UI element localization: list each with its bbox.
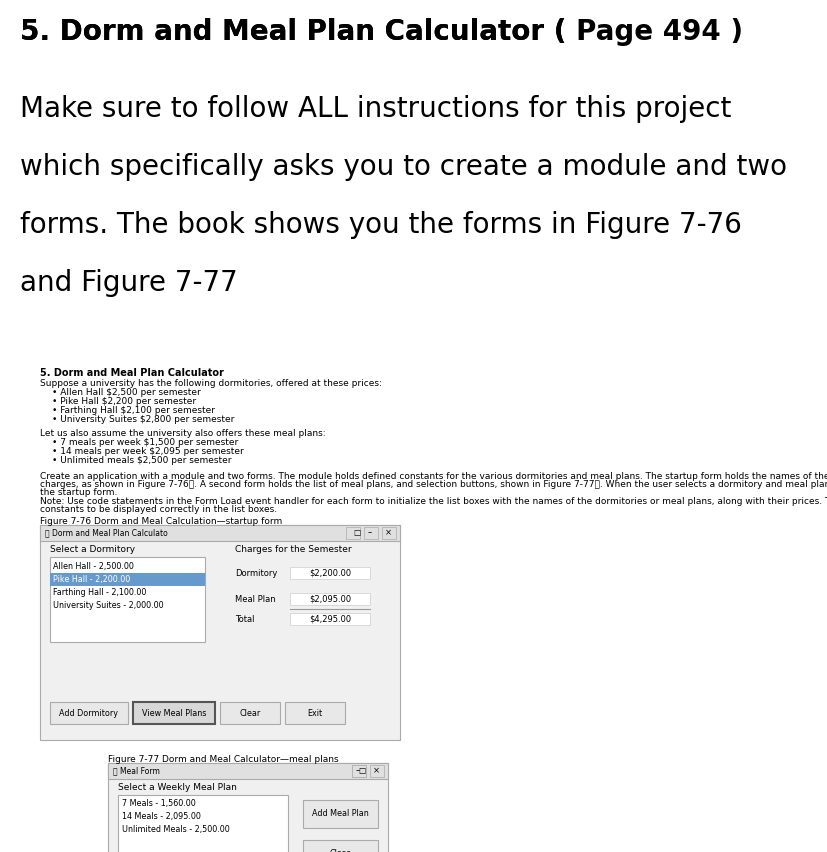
- Text: • 14 meals per week $2,095 per semester: • 14 meals per week $2,095 per semester: [52, 447, 243, 456]
- Bar: [351, 765, 366, 777]
- Text: 5. Dorm and Meal Plan Calculator: 5. Dorm and Meal Plan Calculator: [40, 368, 223, 378]
- Text: $2,200.00: $2,200.00: [308, 568, 351, 578]
- Bar: [303, 840, 378, 852]
- Text: • University Suites $2,800 per semester: • University Suites $2,800 per semester: [52, 415, 234, 424]
- Text: • 7 meals per week $1,500 per semester: • 7 meals per week $1,500 per semester: [52, 438, 238, 447]
- Text: $4,295.00: $4,295.00: [308, 614, 351, 624]
- Text: $2,095.00: $2,095.00: [308, 595, 351, 603]
- Text: 5. Dorm and Meal Plan Calculator ( Page 494 ): 5. Dorm and Meal Plan Calculator ( Page …: [20, 18, 742, 46]
- Bar: [220, 702, 280, 724]
- Bar: [303, 800, 378, 828]
- Text: Create an application with a module and two forms. The module holds defined cons: Create an application with a module and …: [40, 472, 827, 481]
- Text: the startup form.: the startup form.: [40, 488, 117, 497]
- Text: Pike Hall - 2,200.00: Pike Hall - 2,200.00: [53, 575, 130, 584]
- Text: –: –: [356, 766, 360, 775]
- Text: Make sure to follow ALL instructions for this project: Make sure to follow ALL instructions for…: [20, 95, 730, 123]
- Bar: [351, 765, 366, 777]
- Text: University Suites - 2,000.00: University Suites - 2,000.00: [53, 601, 164, 610]
- Bar: [284, 702, 345, 724]
- Text: ×: ×: [372, 766, 379, 775]
- Text: Select a Dormitory: Select a Dormitory: [50, 545, 135, 554]
- Bar: [289, 613, 370, 625]
- Text: Total: Total: [235, 615, 254, 624]
- Bar: [346, 527, 360, 539]
- Bar: [40, 525, 399, 740]
- Bar: [108, 763, 388, 852]
- Bar: [370, 765, 384, 777]
- Text: Dormitory: Dormitory: [235, 569, 277, 578]
- Text: ×: ×: [384, 528, 391, 537]
- Text: forms. The book shows you the forms in Figure 7-76: forms. The book shows you the forms in F…: [20, 211, 741, 239]
- Bar: [289, 593, 370, 605]
- Text: Suppose a university has the following dormitories, offered at these prices:: Suppose a university has the following d…: [40, 379, 381, 388]
- Text: Add Dormitory: Add Dormitory: [60, 709, 118, 717]
- Bar: [133, 702, 215, 724]
- Text: Unlimited Meals - 2,500.00: Unlimited Meals - 2,500.00: [122, 825, 229, 834]
- Bar: [40, 525, 399, 541]
- Bar: [108, 763, 388, 779]
- Text: □: □: [352, 528, 360, 537]
- Bar: [381, 527, 395, 539]
- Text: constants to be displayed correctly in the list boxes.: constants to be displayed correctly in t…: [40, 505, 277, 514]
- Text: 7 Meals - 1,560.00: 7 Meals - 1,560.00: [122, 799, 195, 808]
- Text: Meal Plan: Meal Plan: [235, 595, 275, 604]
- Text: Figure 7-76 Dorm and Meal Calculation—startup form: Figure 7-76 Dorm and Meal Calculation—st…: [40, 517, 282, 526]
- Bar: [50, 557, 205, 642]
- Text: 5. Dorm and Meal Plan Calculator (: 5. Dorm and Meal Plan Calculator (: [20, 18, 576, 46]
- Text: ⓘ Dorm and Meal Plan Calculato: ⓘ Dorm and Meal Plan Calculato: [45, 528, 168, 537]
- Text: Farthing Hall - 2,100.00: Farthing Hall - 2,100.00: [53, 588, 146, 597]
- Text: Figure 7-77 Dorm and Meal Calculator—meal plans: Figure 7-77 Dorm and Meal Calculator—mea…: [108, 755, 338, 764]
- Text: charges, as shown in Figure 7-76ⓘ. A second form holds the list of meal plans, a: charges, as shown in Figure 7-76ⓘ. A sec…: [40, 480, 827, 489]
- Text: • Allen Hall $2,500 per semester: • Allen Hall $2,500 per semester: [52, 388, 200, 397]
- Bar: [364, 527, 378, 539]
- Bar: [50, 573, 205, 586]
- Text: 5. Dorm and Meal Plan Calculator (: 5. Dorm and Meal Plan Calculator (: [20, 18, 566, 46]
- Text: Close: Close: [329, 849, 351, 852]
- Text: Allen Hall - 2,500.00: Allen Hall - 2,500.00: [53, 562, 134, 571]
- Text: –: –: [367, 528, 371, 537]
- Text: Exit: Exit: [307, 709, 323, 717]
- Text: • Farthing Hall $2,100 per semester: • Farthing Hall $2,100 per semester: [52, 406, 215, 415]
- Text: Select a Weekly Meal Plan: Select a Weekly Meal Plan: [118, 783, 237, 792]
- Text: Add Meal Plan: Add Meal Plan: [312, 809, 369, 819]
- Text: Let us also assume the university also offers these meal plans:: Let us also assume the university also o…: [40, 429, 325, 438]
- Text: • Unlimited meals $2,500 per semester: • Unlimited meals $2,500 per semester: [52, 456, 232, 465]
- Text: 14 Meals - 2,095.00: 14 Meals - 2,095.00: [122, 812, 201, 821]
- Text: Clear: Clear: [239, 709, 261, 717]
- Text: and Figure 7-77: and Figure 7-77: [20, 269, 237, 297]
- Text: View Meal Plans: View Meal Plans: [141, 709, 206, 717]
- Bar: [118, 795, 288, 852]
- Text: □: □: [357, 766, 365, 775]
- Text: ⓘ Meal Form: ⓘ Meal Form: [112, 766, 160, 775]
- Text: Note: Use code statements in the Form Load event handler for each form to initia: Note: Use code statements in the Form Lo…: [40, 497, 827, 506]
- Text: • Pike Hall $2,200 per semester: • Pike Hall $2,200 per semester: [52, 397, 196, 406]
- Bar: [50, 702, 128, 724]
- Text: which specifically asks you to create a module and two: which specifically asks you to create a …: [20, 153, 786, 181]
- Bar: [289, 567, 370, 579]
- Text: Charges for the Semester: Charges for the Semester: [235, 545, 351, 554]
